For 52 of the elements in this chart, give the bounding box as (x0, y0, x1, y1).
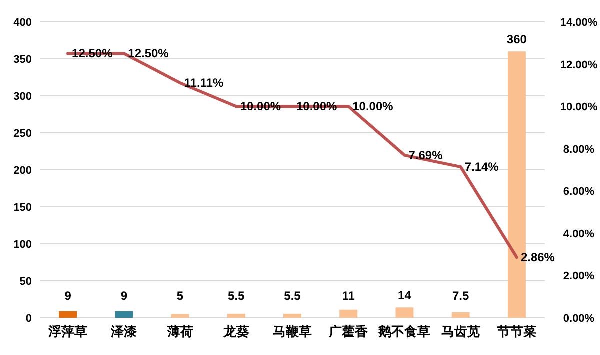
y2-tick-label: 10.00% (560, 102, 598, 114)
x-tick-label: 薄荷 (166, 324, 194, 339)
x-tick-label: 鹅不食草 (378, 324, 431, 339)
x-tick-label: 马鞭草 (273, 324, 312, 339)
data-label: 10.00% (240, 100, 282, 114)
data-label: 12.50% (128, 46, 170, 61)
y2-tick-label: 0.00% (563, 313, 595, 325)
bar (115, 311, 134, 318)
data-label: 7.5 (452, 289, 470, 303)
data-label: 5 (176, 289, 184, 303)
data-label: 11 (342, 289, 356, 303)
y-tick-label: 300 (14, 91, 32, 103)
x-tick-label: 浮萍草 (48, 324, 88, 339)
data-label: 9 (120, 289, 128, 303)
data-label: 12.50% (72, 46, 114, 61)
bar (171, 314, 190, 318)
y-tick-label: 50 (20, 276, 32, 288)
bar (227, 314, 246, 318)
bar (452, 312, 470, 318)
y2-tick-label: 14.00% (560, 17, 598, 29)
data-label: 14 (398, 288, 412, 303)
data-label: 7.14% (464, 160, 500, 174)
y2-tick-label: 12.00% (560, 59, 598, 72)
data-label: 2.86% (520, 250, 556, 265)
data-label: 360 (506, 32, 528, 47)
bar (284, 314, 302, 318)
bar (59, 311, 78, 318)
y2-tick-label: 2.00% (563, 270, 595, 283)
y-tick-label: 150 (14, 202, 32, 214)
y-tick-label: 0 (26, 313, 32, 325)
y-tick-label: 250 (14, 128, 32, 140)
data-label: 10.00% (352, 100, 394, 114)
x-tick-label: 广藿香 (328, 324, 370, 339)
x-tick-label: 马齿苋 (441, 324, 480, 339)
y-tick-label: 350 (14, 54, 32, 66)
y-tick-label: 100 (14, 239, 32, 251)
y2-tick-label: 8.00% (563, 144, 595, 156)
data-label: 5.5 (284, 289, 302, 303)
data-label: 7.69% (408, 148, 444, 162)
bar (396, 308, 414, 318)
x-tick-label: 节节菜 (496, 324, 536, 339)
data-label: 10.00% (296, 100, 338, 114)
data-label: 9 (64, 289, 72, 303)
x-tick-label: 泽漆 (110, 324, 138, 339)
data-label: 11.11% (184, 76, 224, 90)
y-tick-label: 400 (14, 17, 32, 29)
data-label: 5.5 (228, 289, 246, 303)
bar (340, 310, 358, 318)
y2-tick-label: 4.00% (563, 228, 595, 240)
y-tick-label: 200 (14, 165, 32, 177)
y2-tick-label: 6.00% (563, 186, 595, 198)
x-tick-label: 龙葵 (222, 324, 250, 339)
